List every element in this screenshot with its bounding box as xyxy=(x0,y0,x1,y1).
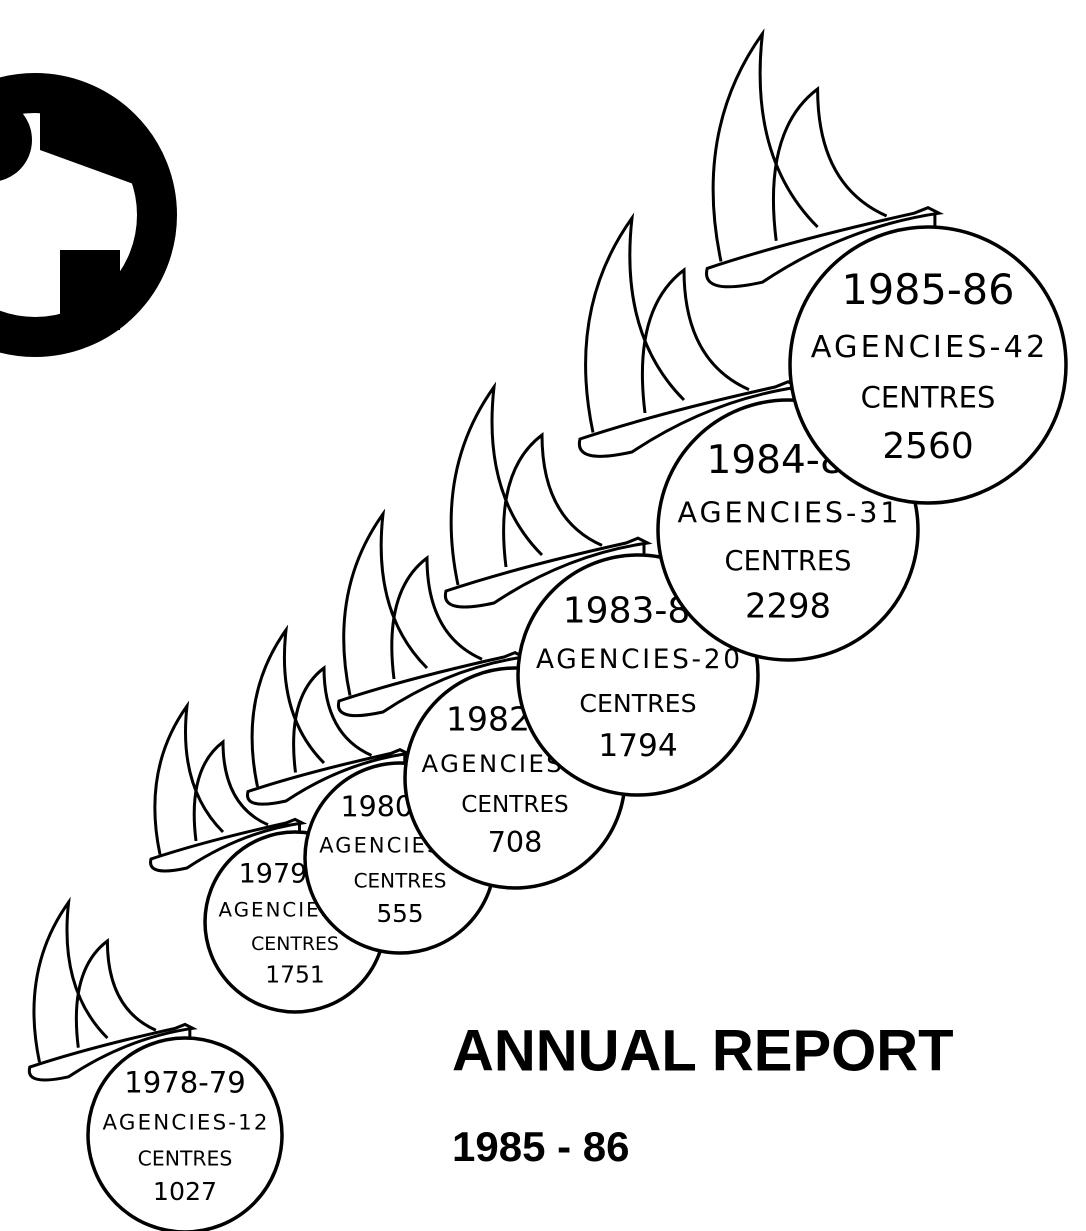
milestone-centres: 2560 xyxy=(882,426,973,467)
milestone-centres: 708 xyxy=(488,825,543,859)
subtitle: 1985 - 86 xyxy=(452,1123,629,1170)
milestone-year: 1985-86 xyxy=(842,266,1015,314)
milestone-centres: 1794 xyxy=(598,728,677,764)
cover: 1978-79AGENCIES-12CENTRES10271979-80AGEN… xyxy=(0,0,1086,1231)
milestone-centres-label: CENTRES xyxy=(579,689,696,718)
milestone-centres: 555 xyxy=(376,899,423,928)
milestone-centres-label: CENTRES xyxy=(354,868,447,892)
milestone-centres-label: CENTRES xyxy=(861,381,996,415)
milestone-centres-label: CENTRES xyxy=(461,792,568,818)
milestone-year: 1978-79 xyxy=(124,1066,246,1100)
milestone-centres: 1751 xyxy=(265,961,325,989)
milestone-centres: 2298 xyxy=(745,587,831,626)
milestone-centres: 1027 xyxy=(153,1177,217,1206)
milestone-centres-label: CENTRES xyxy=(251,933,339,955)
title: ANNUAL REPORT xyxy=(452,1018,954,1083)
milestone-centres-label: CENTRES xyxy=(725,546,852,577)
milestone-agencies: AGENCIES-12 xyxy=(103,1110,268,1135)
milestone-agencies: AGENCIES-20 xyxy=(536,644,740,675)
milestone-agencies: AGENCIES-31 xyxy=(678,495,899,529)
milestone-agencies: AGENCIES-42 xyxy=(811,330,1046,365)
logo xyxy=(0,93,157,337)
milestone-centres-label: CENTRES xyxy=(138,1146,233,1170)
